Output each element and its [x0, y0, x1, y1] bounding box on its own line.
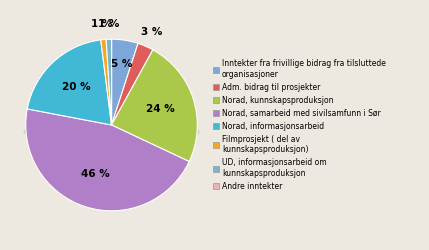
Wedge shape	[26, 109, 189, 211]
Text: 5 %: 5 %	[111, 59, 132, 69]
Text: 46 %: 46 %	[81, 169, 110, 179]
Wedge shape	[112, 50, 197, 162]
Wedge shape	[112, 44, 153, 125]
Text: 20 %: 20 %	[62, 82, 91, 92]
Text: 3 %: 3 %	[141, 27, 163, 37]
Wedge shape	[27, 40, 112, 125]
Wedge shape	[112, 39, 138, 125]
Legend: Inntekter fra frivillige bidrag fra tilsluttede
organisasjoner, Adm. bidrag til : Inntekter fra frivillige bidrag fra tils…	[212, 59, 387, 191]
Text: 1 %: 1 %	[91, 19, 113, 29]
Text: 1 %: 1 %	[98, 19, 119, 29]
Ellipse shape	[24, 117, 199, 147]
Wedge shape	[106, 39, 112, 125]
Wedge shape	[101, 39, 112, 125]
Text: 24 %: 24 %	[146, 104, 175, 114]
